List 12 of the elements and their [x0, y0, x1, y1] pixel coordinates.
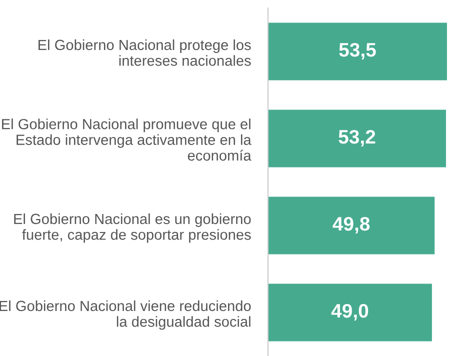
bar [268, 22, 447, 80]
data-label: 49,0 [331, 304, 368, 321]
y-tick-label: El Gobierno Nacional viene reduciendo la desigualdad social [0, 300, 251, 330]
bar [268, 110, 446, 168]
bar [268, 284, 432, 342]
data-label: 49,8 [332, 216, 370, 234]
data-label: 53,5 [339, 42, 376, 60]
data-label: 53,2 [338, 130, 376, 147]
bar [268, 196, 435, 254]
y-tick-label: El Gobierno Nacional es un gobierno fuerte, capaz de soportar presiones [14, 213, 251, 243]
y-tick-label: El Gobierno Nacional promueve que el Estado intervenga activamente en la economía [2, 118, 252, 161]
y-tick-label: El Gobierno Nacional protege los intereses nacionales [38, 39, 251, 66]
